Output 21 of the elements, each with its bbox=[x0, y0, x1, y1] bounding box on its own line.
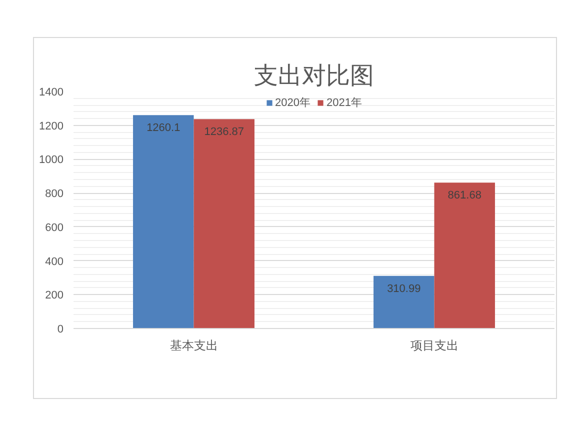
x-tick-label: 项目支出 bbox=[410, 338, 458, 352]
y-tick-label: 800 bbox=[45, 188, 64, 200]
data-label: 310.99 bbox=[387, 282, 421, 295]
y-tick-label: 0 bbox=[57, 324, 64, 336]
bar bbox=[434, 182, 495, 328]
y-tick-label: 200 bbox=[45, 290, 64, 302]
bar bbox=[133, 115, 194, 328]
data-label: 861.68 bbox=[448, 190, 482, 202]
legend-label: 2021年 bbox=[326, 96, 362, 110]
y-tick-label: 1000 bbox=[39, 154, 64, 166]
y-tick-label: 1400 bbox=[39, 86, 64, 98]
bar bbox=[194, 119, 254, 328]
legend-label: 2020年 bbox=[275, 96, 310, 110]
x-tick-label: 基本支出 bbox=[170, 338, 218, 352]
bar bbox=[374, 276, 434, 328]
y-tick-label: 400 bbox=[45, 256, 64, 268]
chart-title: 支出对比图 bbox=[254, 62, 374, 90]
data-label: 1236.87 bbox=[204, 126, 244, 138]
y-tick-label: 600 bbox=[45, 222, 64, 234]
y-tick-label: 1200 bbox=[39, 120, 64, 132]
data-label: 1260.1 bbox=[146, 122, 180, 134]
